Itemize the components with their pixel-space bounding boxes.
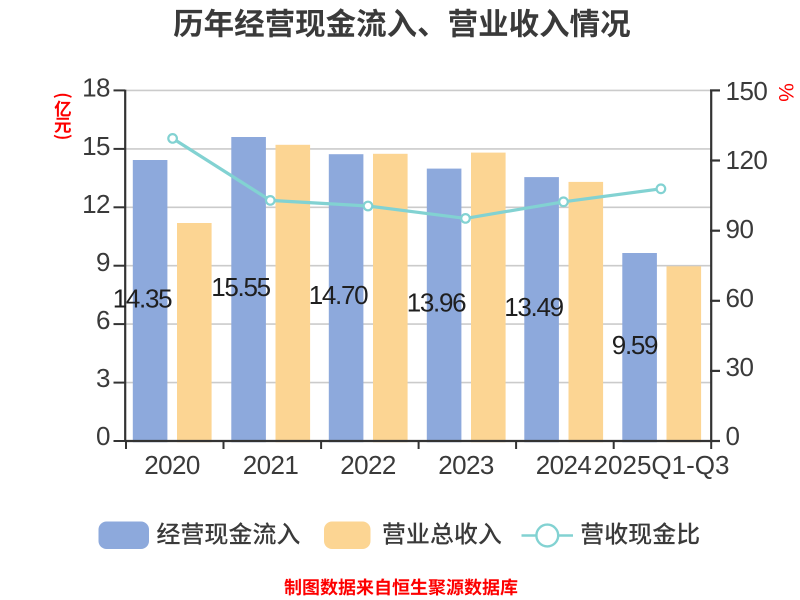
svg-text:15: 15 <box>82 131 110 161</box>
svg-text:14.35: 14.35 <box>113 283 172 313</box>
svg-text:60: 60 <box>726 283 754 313</box>
svg-text:12: 12 <box>82 189 110 219</box>
svg-text:13.96: 13.96 <box>407 287 466 317</box>
svg-text:%: % <box>774 83 797 102</box>
svg-text:3: 3 <box>96 363 110 393</box>
svg-text:2025Q1-Q3: 2025Q1-Q3 <box>594 450 730 480</box>
svg-text:90: 90 <box>726 214 754 244</box>
svg-text:0: 0 <box>726 421 740 451</box>
svg-text:2023: 2023 <box>438 450 494 480</box>
svg-text:2021: 2021 <box>243 450 299 480</box>
svg-text:30: 30 <box>726 352 754 382</box>
svg-text:2024: 2024 <box>536 450 592 480</box>
svg-text:2022: 2022 <box>340 450 396 480</box>
svg-text:120: 120 <box>726 145 768 175</box>
svg-text:18: 18 <box>82 73 110 103</box>
svg-text:9.59: 9.59 <box>612 330 658 360</box>
svg-text:13.49: 13.49 <box>504 292 563 322</box>
svg-text:6: 6 <box>96 305 110 335</box>
svg-text:9: 9 <box>96 247 110 277</box>
svg-text:2020: 2020 <box>144 450 200 480</box>
svg-text:14.70: 14.70 <box>309 280 368 310</box>
svg-text:150: 150 <box>726 76 768 106</box>
svg-text:15.55: 15.55 <box>211 272 270 302</box>
svg-text:0: 0 <box>96 421 110 451</box>
